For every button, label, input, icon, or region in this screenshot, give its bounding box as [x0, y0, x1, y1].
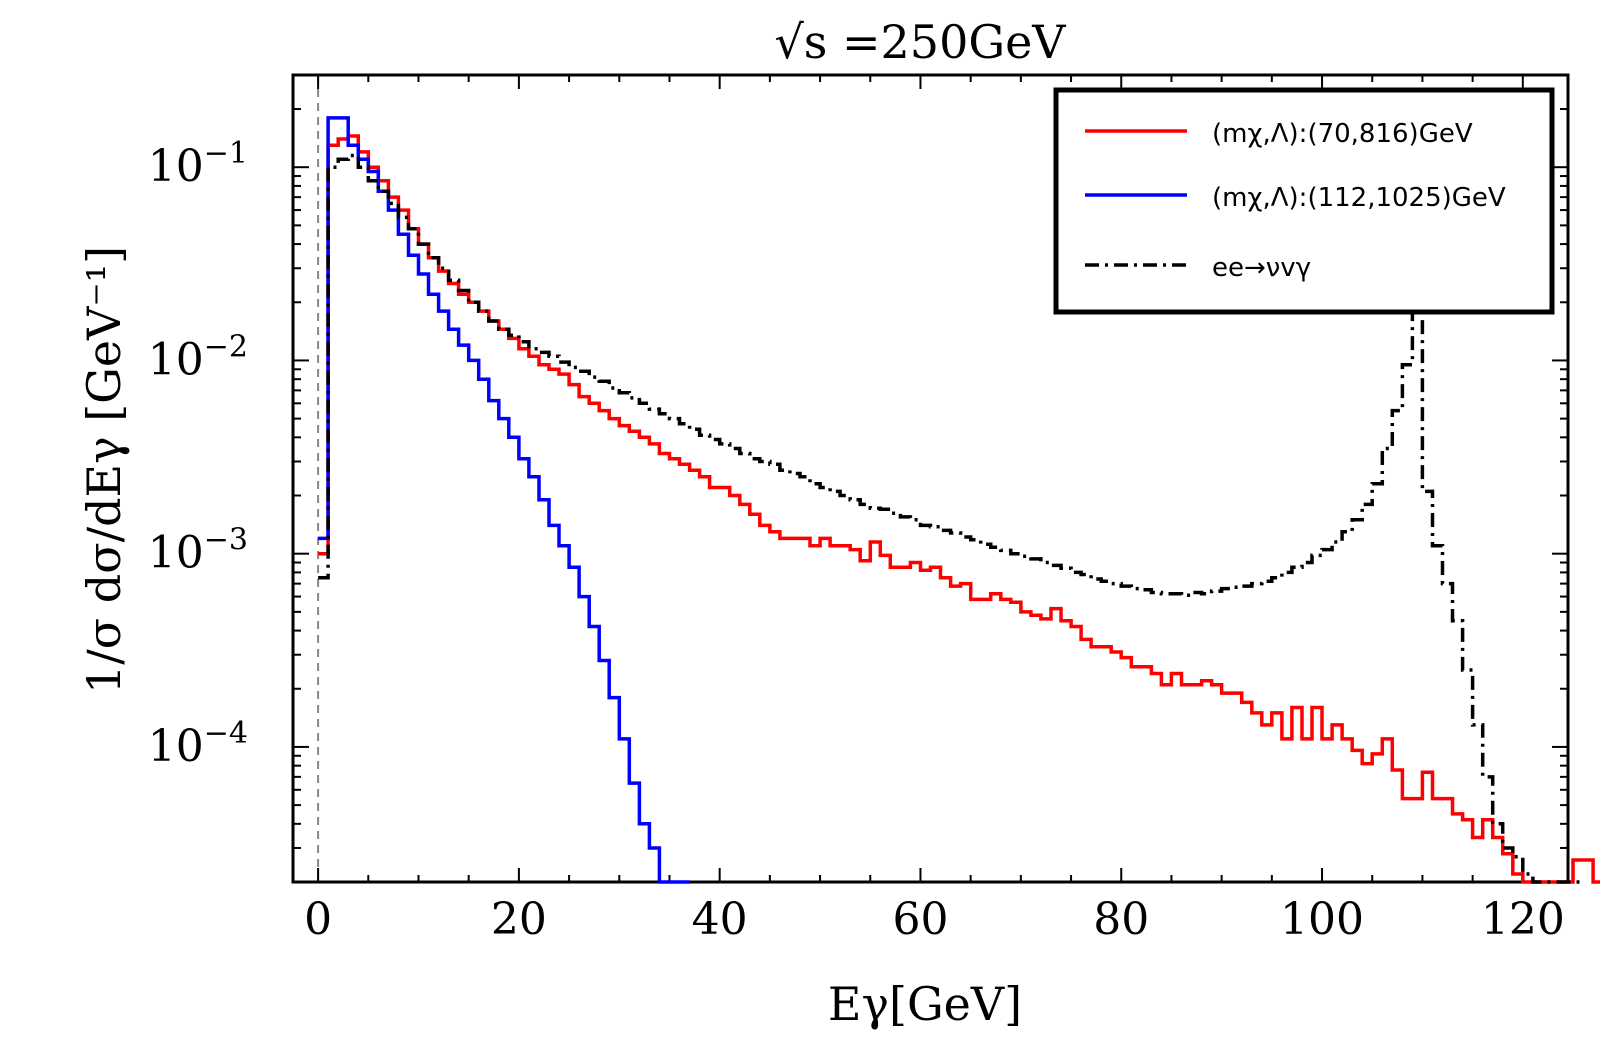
plot-frame [291, 73, 1570, 884]
y-tick-label: 10−1 [148, 136, 248, 192]
x-tick-label: 0 [304, 894, 332, 945]
x-axis-label: Eγ[GeV] [828, 977, 1022, 1031]
y-tick-label: 10−3 [148, 523, 248, 579]
chart-title: √s =250GeV [774, 15, 1066, 69]
legend-label-series-3: ee→νvγ [1212, 253, 1311, 283]
x-tick-label: 60 [892, 894, 948, 945]
x-tick-label: 40 [692, 894, 748, 945]
x-axis-ticks: 0 20 40 60 80 100 120 [304, 75, 1565, 945]
x-tick-label: 80 [1093, 894, 1149, 945]
legend-label-series-1: (mχ,Λ):(70,816)GeV [1212, 119, 1473, 149]
y-axis-label: 1/σ dσ/dEγ [GeV⁻¹] [77, 246, 131, 694]
series-2-histogram [318, 116, 690, 884]
x-tick-label: 120 [1481, 894, 1565, 945]
legend-box [1053, 87, 1555, 315]
series-1-histogram [318, 134, 1600, 884]
x-tick-label: 100 [1280, 894, 1364, 945]
y-tick-label: 10−4 [148, 716, 248, 772]
y-tick-label: 10−2 [148, 329, 248, 385]
legend-label-series-2: (mχ,Λ):(112,1025)GeV [1212, 183, 1506, 213]
series-layer [318, 116, 1600, 884]
legend: (mχ,Λ):(70,816)GeV (mχ,Λ):(112,1025)GeV … [1053, 87, 1555, 315]
x-tick-label: 20 [491, 894, 547, 945]
series-3-histogram [318, 153, 1584, 884]
